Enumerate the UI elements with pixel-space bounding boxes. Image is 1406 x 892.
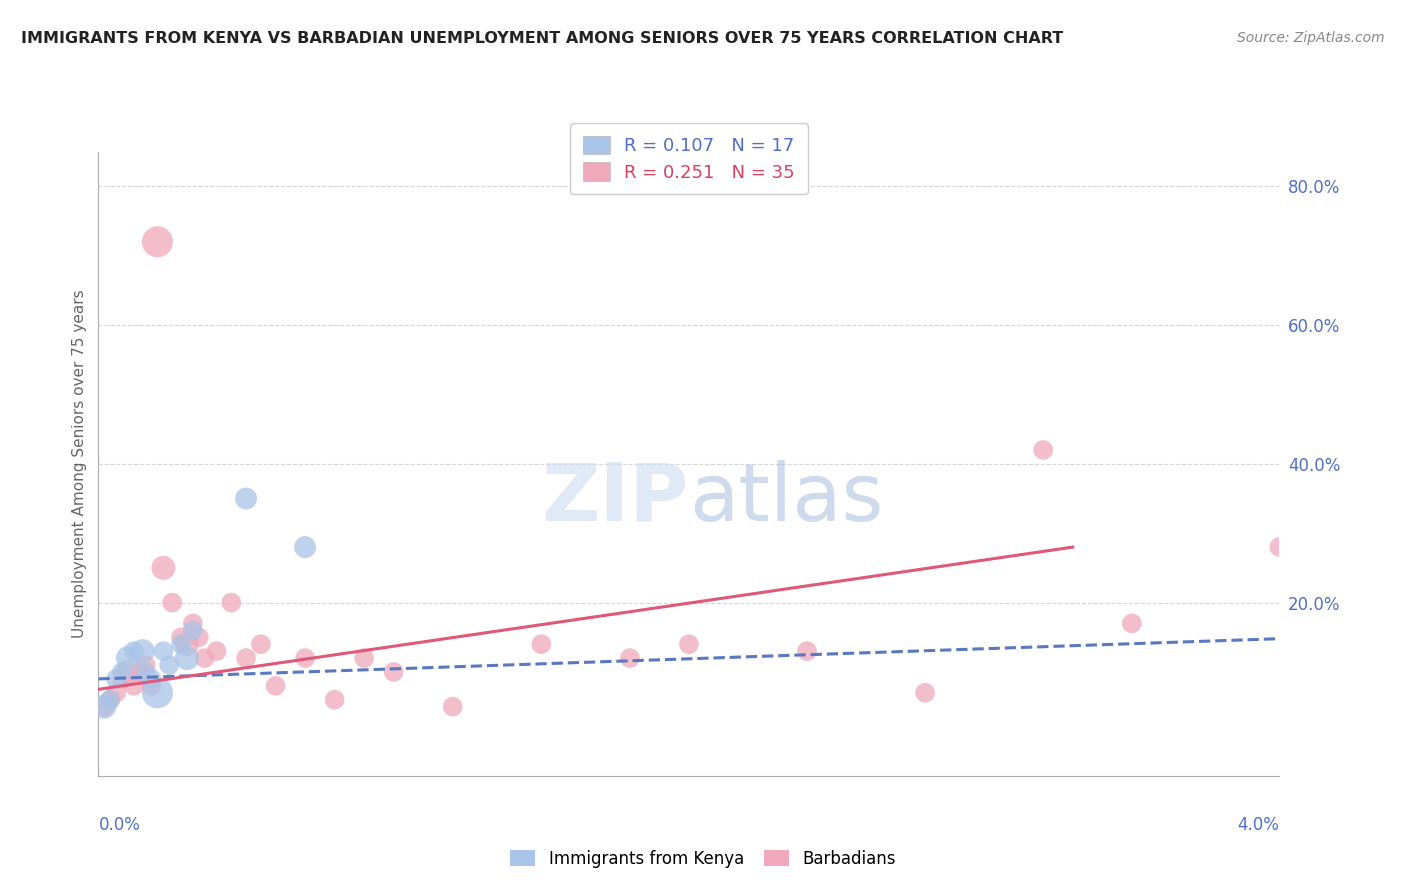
Point bbox=[176, 651, 198, 665]
Point bbox=[162, 596, 183, 610]
Point bbox=[382, 665, 405, 679]
Legend: Immigrants from Kenya, Barbadians: Immigrants from Kenya, Barbadians bbox=[503, 844, 903, 875]
Point bbox=[187, 630, 209, 644]
Point bbox=[294, 540, 316, 554]
Point bbox=[530, 637, 553, 651]
Text: Source: ZipAtlas.com: Source: ZipAtlas.com bbox=[1237, 31, 1385, 45]
Point bbox=[122, 644, 145, 658]
Text: 0.0%: 0.0% bbox=[98, 816, 141, 834]
Point bbox=[111, 665, 134, 679]
Point bbox=[219, 596, 242, 610]
Y-axis label: Unemployment Among Seniors over 75 years: Unemployment Among Seniors over 75 years bbox=[72, 290, 87, 638]
Point bbox=[235, 491, 257, 506]
Point bbox=[205, 644, 228, 658]
Point bbox=[323, 692, 346, 706]
Point bbox=[1121, 616, 1143, 631]
Point bbox=[135, 658, 157, 673]
Point bbox=[264, 679, 287, 693]
Point bbox=[132, 644, 155, 658]
Point bbox=[128, 665, 150, 679]
Point bbox=[135, 665, 157, 679]
Point bbox=[235, 651, 257, 665]
Point bbox=[105, 686, 128, 700]
Text: ZIP: ZIP bbox=[541, 459, 689, 538]
Point bbox=[98, 692, 121, 706]
Point bbox=[157, 658, 180, 673]
Point bbox=[152, 561, 174, 575]
Point bbox=[914, 686, 936, 700]
Point bbox=[111, 672, 134, 686]
Point bbox=[98, 692, 121, 706]
Point bbox=[796, 644, 818, 658]
Point bbox=[181, 624, 204, 638]
Text: atlas: atlas bbox=[689, 459, 883, 538]
Point bbox=[678, 637, 700, 651]
Point bbox=[93, 699, 115, 714]
Point bbox=[619, 651, 641, 665]
Point bbox=[1032, 442, 1054, 457]
Point bbox=[105, 672, 128, 686]
Text: 4.0%: 4.0% bbox=[1237, 816, 1279, 834]
Point bbox=[181, 616, 204, 631]
Point bbox=[141, 672, 163, 686]
Point bbox=[170, 637, 193, 651]
Point bbox=[93, 699, 115, 714]
Point bbox=[152, 644, 174, 658]
Point bbox=[122, 679, 145, 693]
Legend: R = 0.107   N = 17, R = 0.251   N = 35: R = 0.107 N = 17, R = 0.251 N = 35 bbox=[571, 123, 807, 194]
Point bbox=[194, 651, 217, 665]
Point bbox=[353, 651, 375, 665]
Point bbox=[294, 651, 316, 665]
Text: IMMIGRANTS FROM KENYA VS BARBADIAN UNEMPLOYMENT AMONG SENIORS OVER 75 YEARS CORR: IMMIGRANTS FROM KENYA VS BARBADIAN UNEMP… bbox=[21, 31, 1063, 46]
Point bbox=[117, 651, 139, 665]
Point bbox=[176, 637, 198, 651]
Point bbox=[170, 630, 193, 644]
Point bbox=[146, 235, 169, 249]
Point bbox=[146, 686, 169, 700]
Point bbox=[250, 637, 273, 651]
Point bbox=[117, 665, 139, 679]
Point bbox=[1268, 540, 1291, 554]
Point bbox=[141, 679, 163, 693]
Point bbox=[441, 699, 464, 714]
